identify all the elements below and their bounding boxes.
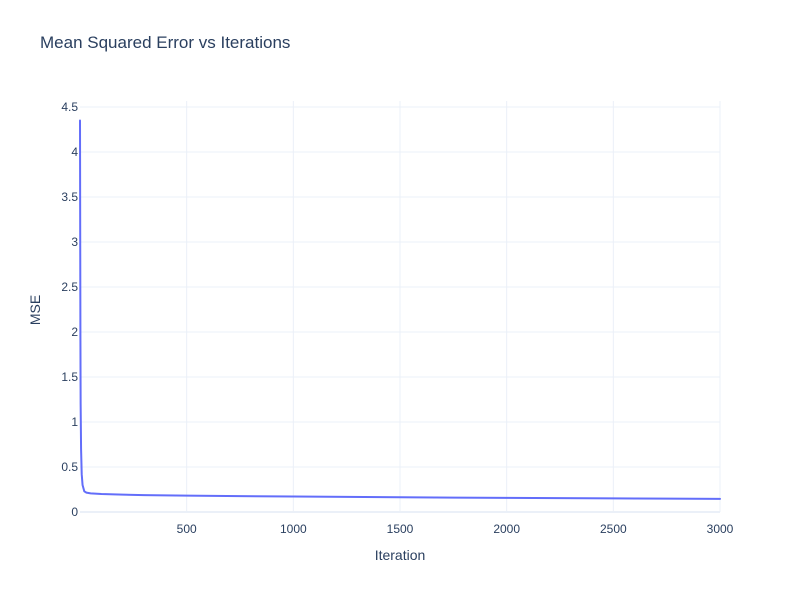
y-tick-label: 4.5 [61, 100, 78, 114]
mse-series-line[interactable] [79, 119, 721, 500]
x-axis-title: Iteration [375, 547, 426, 563]
x-tick-label: 1500 [387, 522, 414, 536]
chart-title: Mean Squared Error vs Iterations [40, 33, 291, 52]
x-tick-label: 2000 [493, 522, 520, 536]
y-tick-label: 0 [71, 505, 78, 519]
x-tick-label: 2500 [600, 522, 627, 536]
series-layer [79, 119, 721, 500]
y-tick-label: 1 [71, 415, 78, 429]
x-tick-label: 3000 [707, 522, 734, 536]
y-tick-label: 4 [71, 145, 78, 159]
y-tick-label: 2 [71, 325, 78, 339]
y-tick-label: 1.5 [61, 370, 78, 384]
y-tick-label: 3.5 [61, 190, 78, 204]
x-tick-label: 1000 [280, 522, 307, 536]
y-tick-label: 3 [71, 235, 78, 249]
grid-layer [80, 101, 721, 513]
x-tick-label: 500 [177, 522, 197, 536]
y-axis-title: MSE [27, 295, 43, 325]
tick-layer: 0 0.5 1 1.5 2 2.5 3 3.5 4 4.5 500 1000 1500 2000 2500 3… [61, 100, 733, 536]
y-tick-label: 2.5 [61, 280, 78, 294]
y-tick-label: 0.5 [61, 460, 78, 474]
